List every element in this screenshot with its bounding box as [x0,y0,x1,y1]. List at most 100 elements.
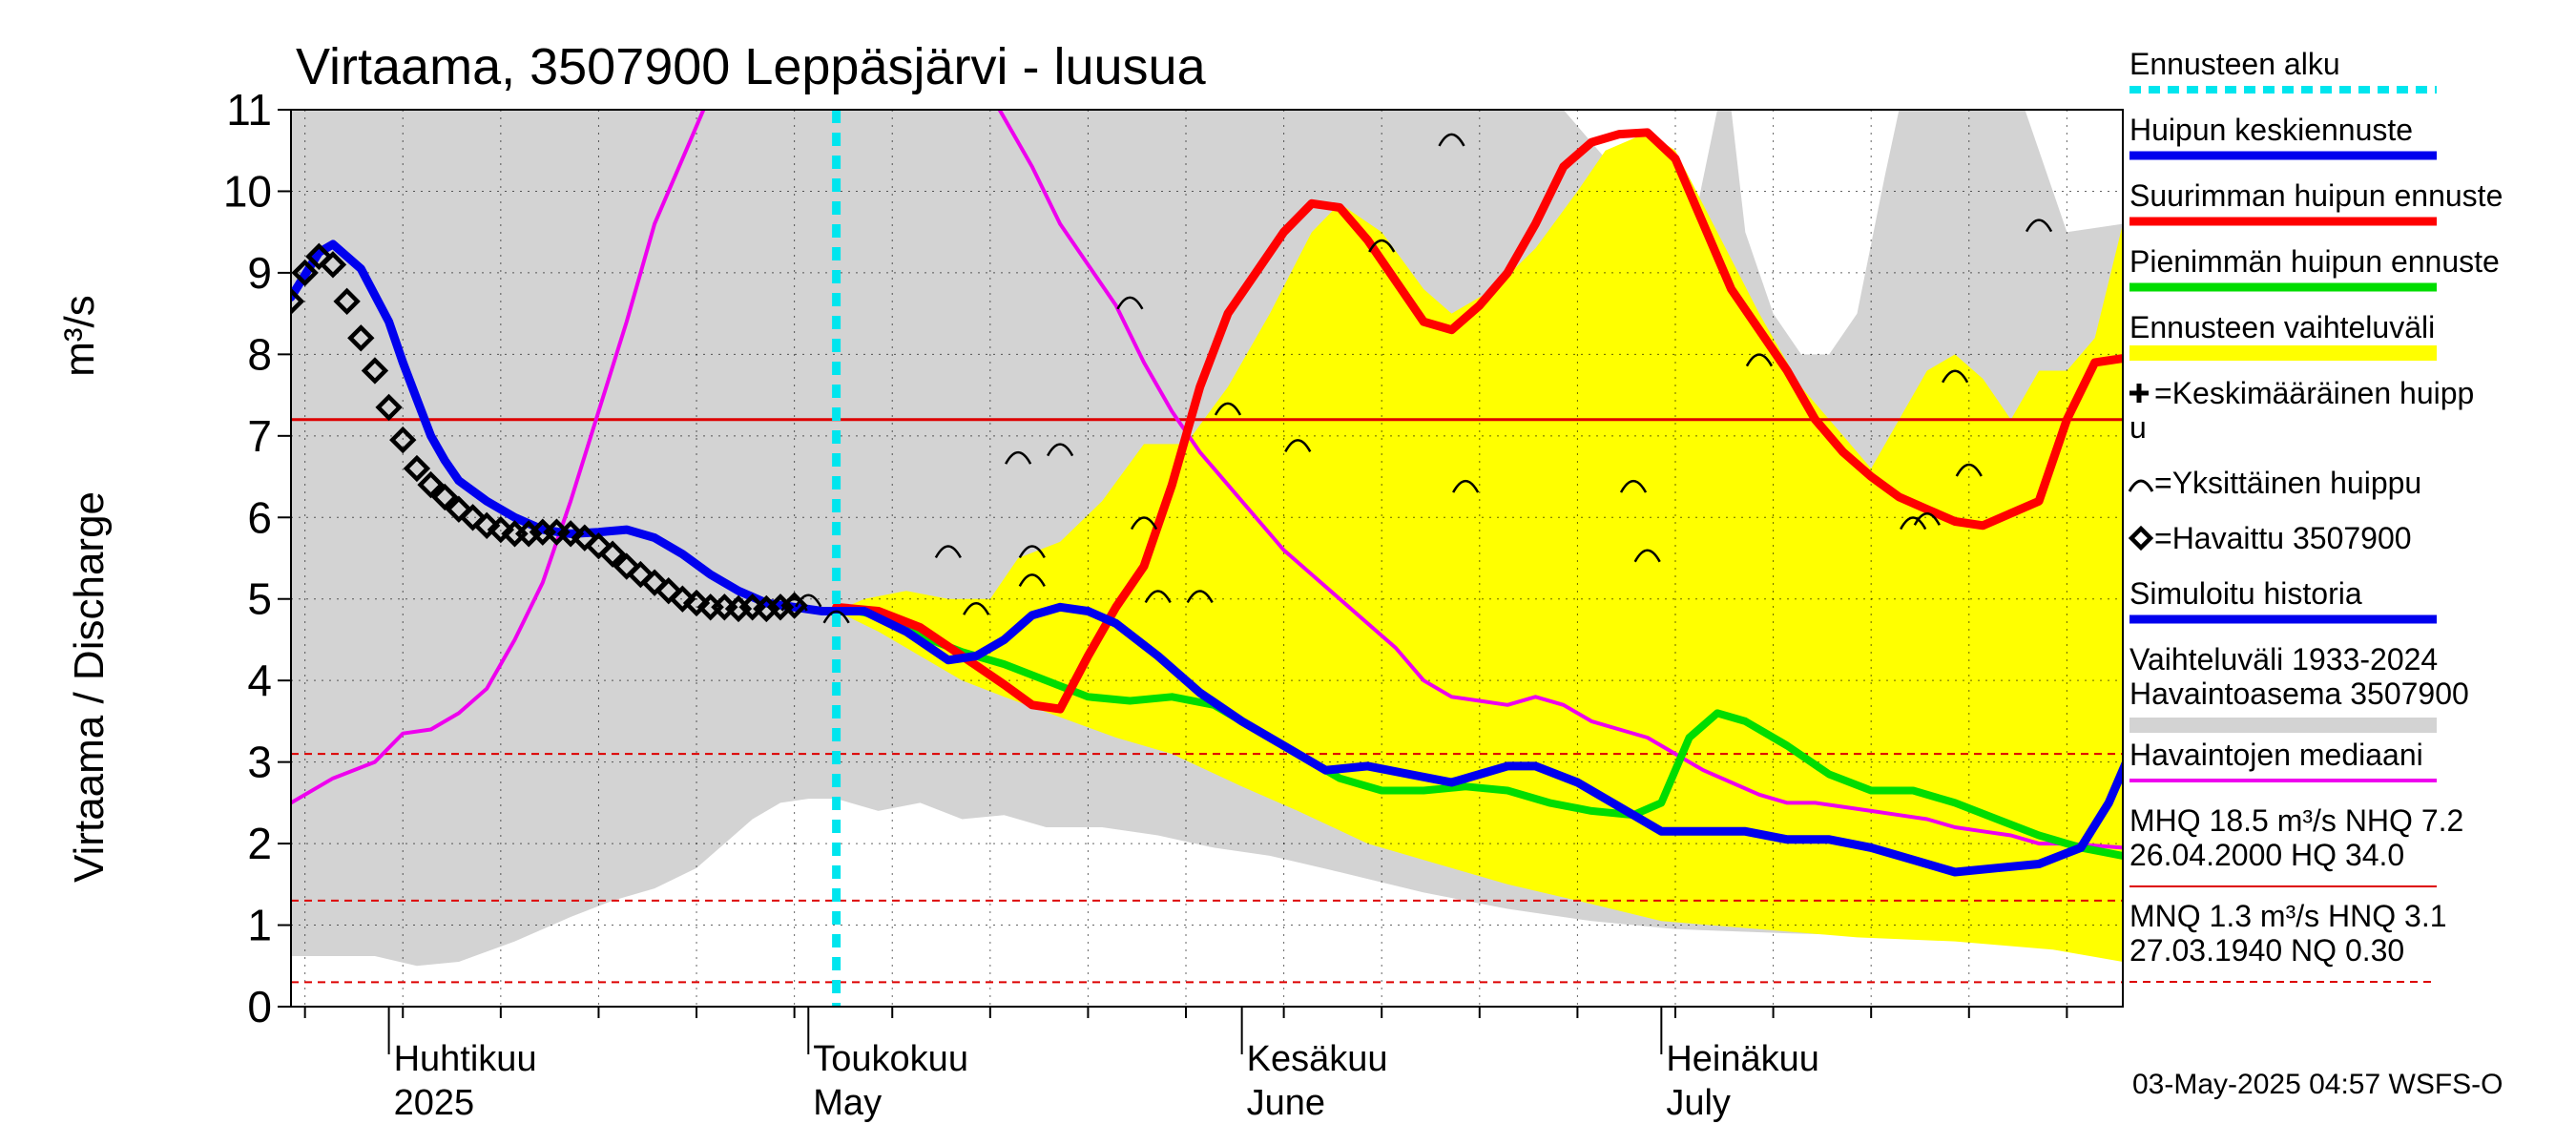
single-peak-marker [822,610,850,624]
single-peak-marker [2025,219,2053,233]
y-axis-label: Virtaama / Discharge [66,491,113,883]
legend-swatch [2128,479,2154,492]
y-tick-label: 1 [247,901,272,950]
x-month-sublabel: 2025 [394,1083,475,1123]
observed-point [347,324,375,352]
legend-item-label: Vaihteluväli 1933-2024 [2129,642,2438,677]
legend-item-label: MHQ 18.5 m³/s NHQ 7.2 [2129,803,2463,838]
x-month-label: Toukokuu [813,1039,968,1079]
y-tick-label: 2 [247,819,272,868]
x-month-label: Heinäkuu [1666,1039,1819,1079]
y-tick-label: 10 [223,166,272,216]
observed-point [473,511,501,539]
single-peak-marker [1438,133,1465,147]
observed-point [598,540,627,568]
y-tick-label: 9 [247,248,272,298]
y-tick-label: 6 [247,492,272,542]
legend-item-label: Ennusteen vaihteluväli [2129,310,2435,344]
legend-item-label: 26.04.2000 HQ 34.0 [2129,838,2404,872]
legend-item-label: =Yksittäinen huippu [2154,466,2421,500]
single-peak-marker [1745,353,1774,367]
single-peak-marker [1942,369,1969,384]
single-peak-marker [1047,443,1074,457]
y-tick-label: 8 [247,329,272,379]
observed-point [613,552,640,580]
legend-item-label: Havaintoasema 3507900 [2129,677,2469,711]
plot-frame [290,109,2124,1008]
legend-item-label: Huipun keskiennuste [2129,113,2413,147]
x-month-label: Huhtikuu [394,1039,537,1079]
observed-point [571,524,598,552]
y-axis-unit: m³/s [56,295,103,377]
observed-point [556,520,585,548]
observed-point [333,287,361,315]
observed-point [431,483,459,511]
observed-point [375,393,403,422]
observed-point [682,589,711,617]
legend-item-label: Ennusteen alku [2129,47,2340,81]
observed-point [361,357,389,385]
observed-point [291,259,319,287]
x-month-sublabel: July [1666,1083,1731,1123]
legend-item-label: Simuloitu historia [2129,576,2362,611]
x-month-sublabel: June [1247,1083,1325,1123]
observed-point [640,569,669,596]
single-peak-marker [1452,479,1480,493]
single-peak-marker [1619,479,1648,493]
legend-item-label: u [2129,410,2147,445]
single-peak-marker [1130,516,1158,531]
single-peak-marker [1005,450,1032,465]
legend-item-label: Pienimmän huipun ennuste [2129,244,2500,279]
single-peak-marker [1368,239,1396,253]
x-month-label: Kesäkuu [1247,1039,1388,1079]
legend-item-label: =Keskimääräinen huipp [2154,376,2474,410]
y-tick-label: 4 [247,656,272,705]
observed-point [654,577,682,605]
y-tick-label: 5 [247,574,272,624]
x-month-sublabel: May [813,1083,882,1123]
observed-point [487,515,515,544]
single-peak-marker [1116,296,1144,310]
y-tick-label: 0 [247,982,272,1031]
observed-point [445,495,473,523]
legend: Ennusteen alku Huipun keskiennuste Suurimm… [2128,47,2503,983]
observed-point [389,426,417,454]
single-peak-marker [934,545,962,559]
legend-item-label: =Havaittu 3507900 [2154,521,2412,555]
single-peak-marker [1900,516,1927,531]
timestamp-footer: 03-May-2025 04:57 WSFS-O [2132,1069,2503,1100]
single-peak-marker [1913,512,1941,526]
legend-item-label: MNQ 1.3 m³/s HNQ 3.1 [2129,899,2447,933]
observed-point [585,532,613,560]
y-tick-label: 11 [226,85,272,135]
legend-item-label: Havaintojen mediaani [2129,738,2423,772]
observed-point [403,454,431,483]
legend-item-label: 27.03.1940 NQ 0.30 [2129,933,2404,968]
legend-swatch [2129,345,2437,361]
observed-point [459,504,487,531]
single-peak-marker [1144,590,1172,604]
observed-point [669,585,696,613]
series-median [291,110,2123,850]
observed-point [319,251,347,279]
single-peak-marker [1214,402,1242,416]
single-peak-marker [1186,590,1214,604]
single-peak-marker [1284,439,1312,452]
legend-swatch [2129,718,2437,733]
single-peak-marker [780,597,808,612]
observed-point [305,242,333,270]
series-mean-peak [291,239,2123,877]
observed-point [417,470,445,499]
chart-title: Virtaama, 3507900 Leppäsjärvi - luusua [296,38,1207,95]
legend-item-label: Suurimman huipun ennuste [2129,178,2503,213]
observed-point [627,560,654,589]
single-peak-marker [1955,463,1983,477]
single-peak-marker [1018,573,1046,587]
y-tick-label: 3 [247,738,272,787]
single-peak-marker [795,593,822,608]
series-max-peak [832,128,2123,714]
single-peak-marker [1018,545,1046,559]
legend-swatch [2129,384,2149,403]
single-peak-marker [1633,549,1661,563]
